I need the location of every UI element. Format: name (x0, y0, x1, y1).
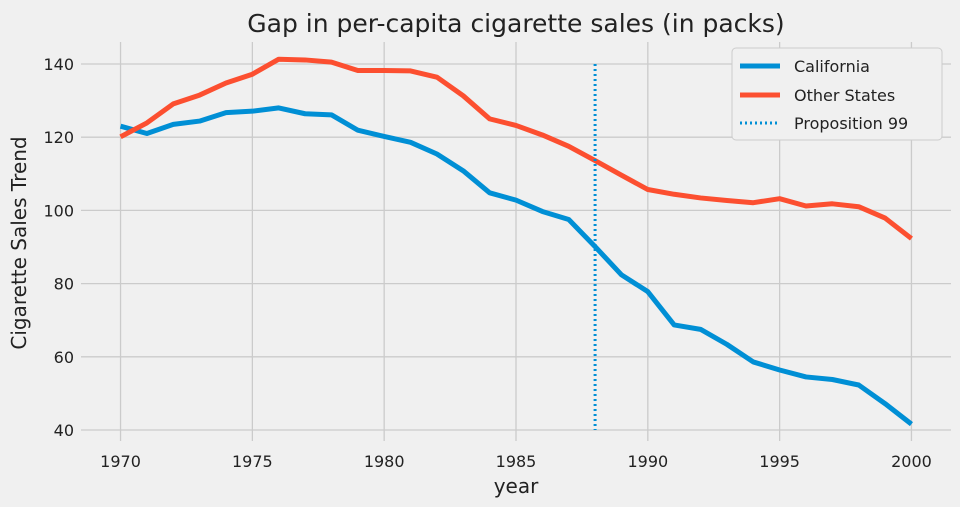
y-tick-label: 140 (43, 55, 74, 74)
chart-title: Gap in per-capita cigarette sales (in pa… (247, 9, 784, 38)
legend-frame (731, 47, 943, 141)
legend-label-other-states: Other States (794, 86, 895, 105)
y-tick-label: 120 (43, 128, 74, 147)
series-line-other-states (119, 56, 913, 241)
x-axis-title: year (494, 474, 539, 498)
y-tick-label: 60 (54, 348, 74, 367)
plot-area (119, 56, 913, 431)
y-tick-label: 100 (43, 201, 74, 220)
x-tick-label: 1975 (232, 452, 273, 471)
x-tick-label: 1995 (759, 452, 800, 471)
legend-label-california: California (794, 57, 870, 76)
legend: California Other States Proposition 99 (731, 47, 943, 141)
legend-label-proposition-99: Proposition 99 (794, 114, 908, 133)
x-tick-label: 1980 (364, 452, 405, 471)
y-tick-label: 40 (54, 421, 74, 440)
x-tick-label: 1990 (627, 452, 668, 471)
axis-ticks: 1970 1975 1980 1985 1990 1995 2000 40 60 80 100 120… (43, 55, 931, 471)
series-line-california (119, 105, 913, 427)
x-tick-label: 2000 (891, 452, 932, 471)
x-tick-label: 1985 (496, 452, 537, 471)
x-tick-label: 1970 (100, 452, 141, 471)
y-tick-label: 80 (54, 275, 74, 294)
y-axis-title: Cigarette Sales Trend (7, 136, 31, 349)
